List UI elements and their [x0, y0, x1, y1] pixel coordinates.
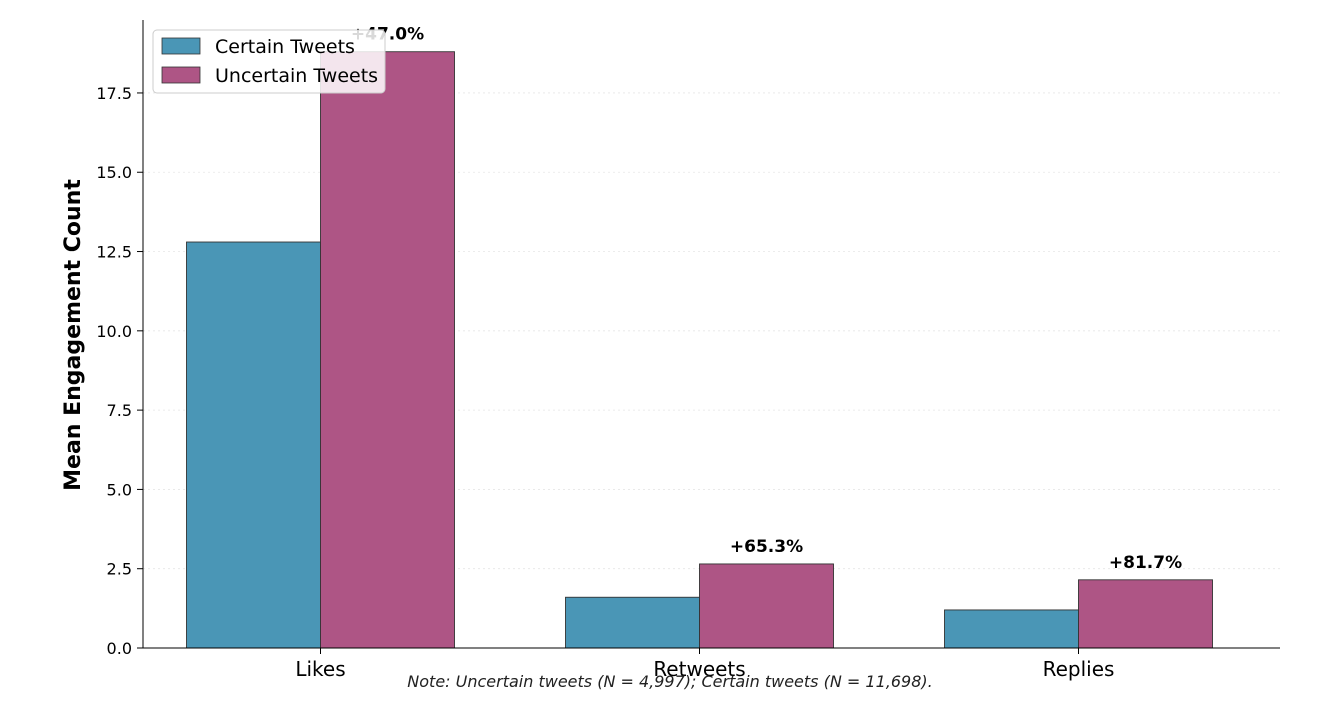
legend-frame — [152, 29, 386, 94]
legend: Certain Tweets Uncertain Tweets — [152, 29, 386, 94]
y-axis-label: Mean Engagement Count — [61, 179, 86, 491]
y-tick-label: 2.5 — [107, 560, 132, 579]
y-tick-label: 12.5 — [96, 243, 132, 262]
y-tick-label: 5.0 — [107, 480, 132, 499]
x-tick-label: Retweets — [653, 657, 745, 681]
pct-increase-label: +65.3% — [730, 537, 803, 557]
y-tick-label: 15.0 — [96, 163, 132, 182]
x-tick-label: Replies — [1043, 657, 1115, 681]
y-tick-label: 0.0 — [107, 639, 132, 658]
legend-swatch-certain — [161, 37, 201, 55]
bar-certain-tweets — [944, 609, 1079, 649]
y-tick-label: 7.5 — [107, 401, 132, 420]
legend-label-certain: Certain Tweets — [215, 36, 355, 58]
axes: 0.0 2.5 5.0 7.5 10.0 12.5 15.0 17.5 — [96, 20, 1280, 658]
bar-certain-tweets — [186, 241, 321, 649]
bar-uncertain-tweets — [320, 51, 455, 649]
bars — [186, 51, 1213, 649]
legend-swatch-uncertain — [161, 66, 201, 84]
bar-uncertain-tweets — [699, 563, 834, 649]
y-tick-label: 10.0 — [96, 322, 132, 341]
legend-label-uncertain: Uncertain Tweets — [215, 65, 378, 87]
x-tick-label: Likes — [295, 657, 345, 681]
pct-increase-label: +81.7% — [1109, 553, 1182, 573]
bar-certain-tweets — [565, 596, 700, 649]
y-tick-label: 17.5 — [96, 84, 132, 103]
bar-uncertain-tweets — [1078, 579, 1213, 649]
footnote: Note: Uncertain tweets (N = 4,997); Cert… — [407, 672, 932, 691]
